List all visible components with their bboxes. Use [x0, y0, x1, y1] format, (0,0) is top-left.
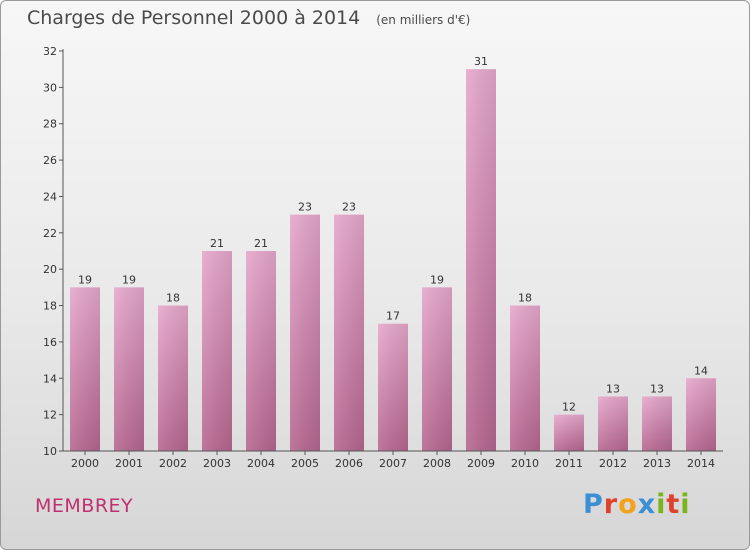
bar-shade-2010: [510, 305, 540, 451]
y-tick-label-30: 30: [43, 81, 57, 94]
value-label-2009: 31: [474, 55, 488, 68]
x-tick-label-2008: 2008: [423, 457, 451, 470]
value-label-2003: 21: [210, 237, 224, 250]
value-label-2004: 21: [254, 237, 268, 250]
value-label-2000: 19: [78, 273, 92, 286]
value-label-2013: 13: [650, 382, 664, 395]
y-tick-label-12: 12: [43, 409, 57, 422]
title-line: Charges de Personnel 2000 à 2014 (en mill…: [27, 7, 470, 29]
bar-shade-2011: [554, 414, 584, 451]
y-tick-label-18: 18: [43, 300, 57, 313]
bar-shade-2007: [378, 323, 408, 451]
x-tick-label-2002: 2002: [159, 457, 187, 470]
value-label-2012: 13: [606, 382, 620, 395]
logo-letter: r: [603, 489, 619, 520]
logo-letter: x: [637, 489, 657, 520]
x-tick-label-2009: 2009: [467, 457, 495, 470]
value-label-2008: 19: [430, 273, 444, 286]
chart-subtitle: (en milliers d'€): [376, 13, 471, 27]
value-label-2011: 12: [562, 401, 576, 414]
axes-group: 2000 2001 2002 2003 2004 2005 2006 2007 2008 2009…: [43, 45, 723, 470]
value-label-2002: 18: [166, 292, 180, 305]
logo-letter: P: [583, 489, 604, 520]
x-tick-label-2013: 2013: [643, 457, 671, 470]
x-tick-label-2004: 2004: [247, 457, 275, 470]
bar-shade-2000: [70, 287, 100, 451]
proxiti-logo: Proxiti: [583, 489, 691, 520]
y-tick-label-32: 32: [43, 45, 57, 58]
y-tick-label-24: 24: [43, 190, 57, 203]
y-tick-label-20: 20: [43, 263, 57, 276]
bars-group: 19 19 18 21 21 23 23 17 19 31 18 12 13 13 14: [70, 55, 716, 451]
y-tick-label-28: 28: [43, 118, 57, 131]
value-label-2001: 19: [122, 273, 136, 286]
commune-name: MEMBREY: [35, 495, 134, 517]
x-tick-label-2003: 2003: [203, 457, 231, 470]
bar-shade-2009: [466, 69, 496, 451]
y-tick-label-26: 26: [43, 154, 57, 167]
y-tick-label-14: 14: [43, 372, 57, 385]
logo-letter: i: [656, 489, 667, 520]
bar-shade-2014: [686, 378, 716, 451]
bar-shade-2005: [290, 214, 320, 451]
x-tick-label-2005: 2005: [291, 457, 319, 470]
y-tick-label-16: 16: [43, 336, 57, 349]
logo-letter: i: [680, 489, 691, 520]
x-tick-label-2006: 2006: [335, 457, 363, 470]
value-label-2010: 18: [518, 292, 532, 305]
bar-shade-2001: [114, 287, 144, 451]
chart-title: Charges de Personnel 2000 à 2014: [27, 7, 361, 29]
bar-shade-2002: [158, 305, 188, 451]
bar-shade-2013: [642, 396, 672, 451]
bar-shade-2004: [246, 251, 276, 451]
bar-shade-2006: [334, 214, 364, 451]
x-tick-label-2012: 2012: [599, 457, 627, 470]
bar-shade-2003: [202, 251, 232, 451]
y-tick-label-10: 10: [43, 445, 57, 458]
logo-letter: t: [666, 489, 681, 520]
value-label-2014: 14: [694, 364, 708, 377]
x-tick-label-2007: 2007: [379, 457, 407, 470]
y-tick-label-22: 22: [43, 227, 57, 240]
x-tick-label-2011: 2011: [555, 457, 583, 470]
value-label-2005: 23: [298, 201, 312, 214]
bar-shade-2012: [598, 396, 628, 451]
x-tick-label-2000: 2000: [71, 457, 99, 470]
value-label-2006: 23: [342, 201, 356, 214]
logo-letter: o: [618, 489, 638, 520]
x-tick-label-2010: 2010: [511, 457, 539, 470]
x-tick-label-2014: 2014: [687, 457, 715, 470]
bar-shade-2008: [422, 287, 452, 451]
value-label-2007: 17: [386, 310, 400, 323]
x-tick-label-2001: 2001: [115, 457, 143, 470]
